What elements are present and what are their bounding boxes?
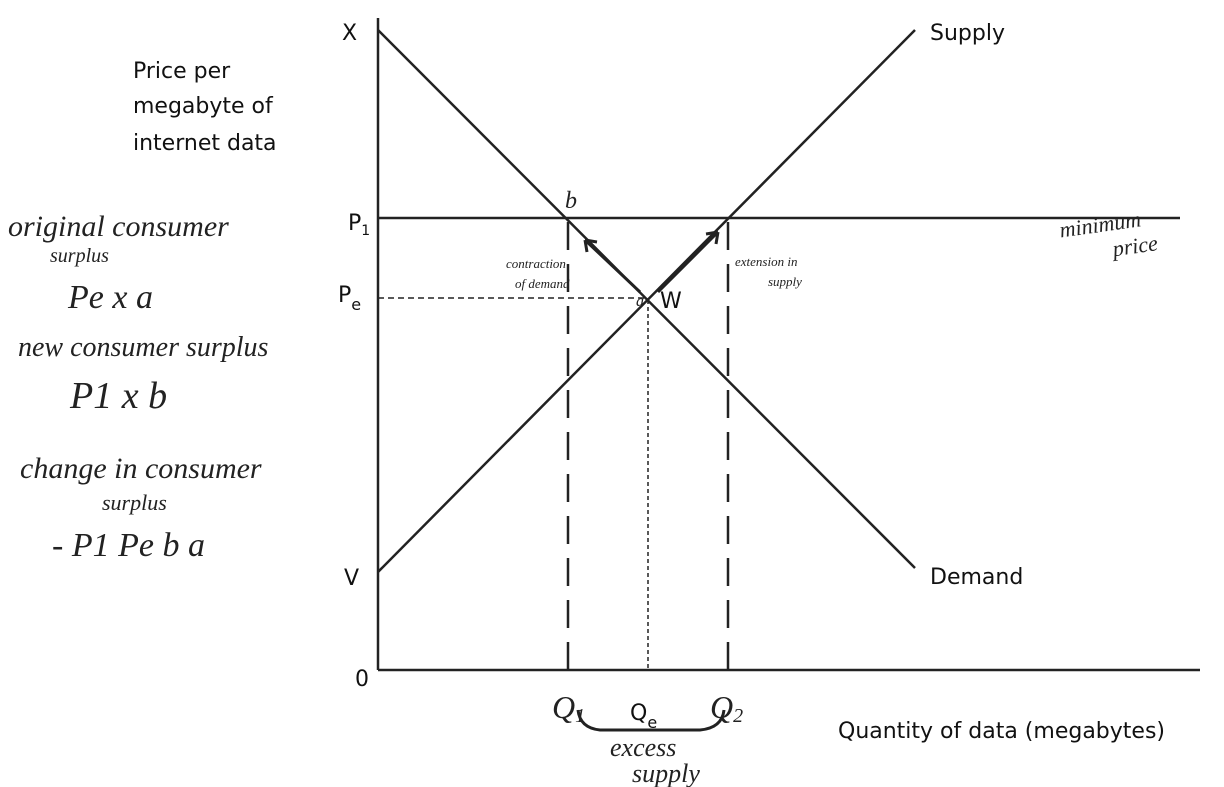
excess-supply-note: excess supply [610,733,700,787]
y-axis-label: Price per megabyte of internet data [133,59,280,156]
minimum-price-note: minimum price [1058,204,1160,268]
note: change in consumer [20,452,262,485]
note: Pe x a [67,279,153,316]
supply-label: Supply [930,21,1005,46]
qe-label: Qe [630,701,657,732]
x-axis-label: Quantity of data (megabytes) [838,719,1165,744]
q2-label: Q2 [710,689,743,727]
pe-label: Pe [338,283,361,314]
contraction-arrow [583,238,642,294]
supply-curve [377,29,916,573]
origin-label: 0 [355,667,369,692]
extension-note: extension in supply [735,254,802,289]
extension-arrow [656,230,720,294]
note: surplus [102,490,167,515]
demand-label: Demand [930,565,1023,590]
note: surplus [50,245,109,267]
a-label: a [636,293,644,310]
q1-label: Q1 [552,689,585,727]
note: - P1 Pe b a [52,527,205,564]
v-label: V [344,566,359,591]
excess-bracket [576,709,726,732]
contraction-note: contraction of demand [506,256,570,291]
p1-label: P1 [348,211,370,239]
x-label: X [342,21,357,46]
note: new consumer surplus [18,332,269,363]
b-label: b [565,188,577,214]
note: original consumer [8,210,229,243]
note: P1 x b [69,375,167,417]
consumer-surplus-notes: original consumer surplus Pe x a new con… [8,210,269,564]
w-label: W [660,289,682,314]
demand-curve [377,29,916,569]
